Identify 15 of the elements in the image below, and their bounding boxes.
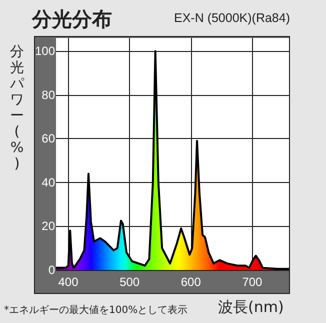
x-tick-label: 600 [180, 275, 202, 289]
y-axis-title: 分光パワー(%) [9, 44, 26, 172]
y-tick-label: 0 [48, 263, 56, 277]
y-tick-label: 80 [42, 88, 56, 102]
y-tick-label: 40 [42, 175, 56, 190]
y-tick-label: 100 [34, 44, 56, 58]
chart-title: 分光分布 [32, 6, 112, 33]
y-tick-label: 60 [42, 132, 56, 146]
x-tick-label: 700 [242, 275, 263, 289]
text: *エネルギーの最大値を100%として表示 [4, 304, 188, 317]
x-tick-label: 500 [120, 275, 140, 289]
y-tick-label: 20 [42, 219, 56, 234]
x-tick-label: 400 [58, 275, 79, 289]
chart-subtitle: EX-N (5000K)(Ra84) [174, 11, 290, 25]
x-axis-title: 波長(nm) [218, 298, 284, 317]
